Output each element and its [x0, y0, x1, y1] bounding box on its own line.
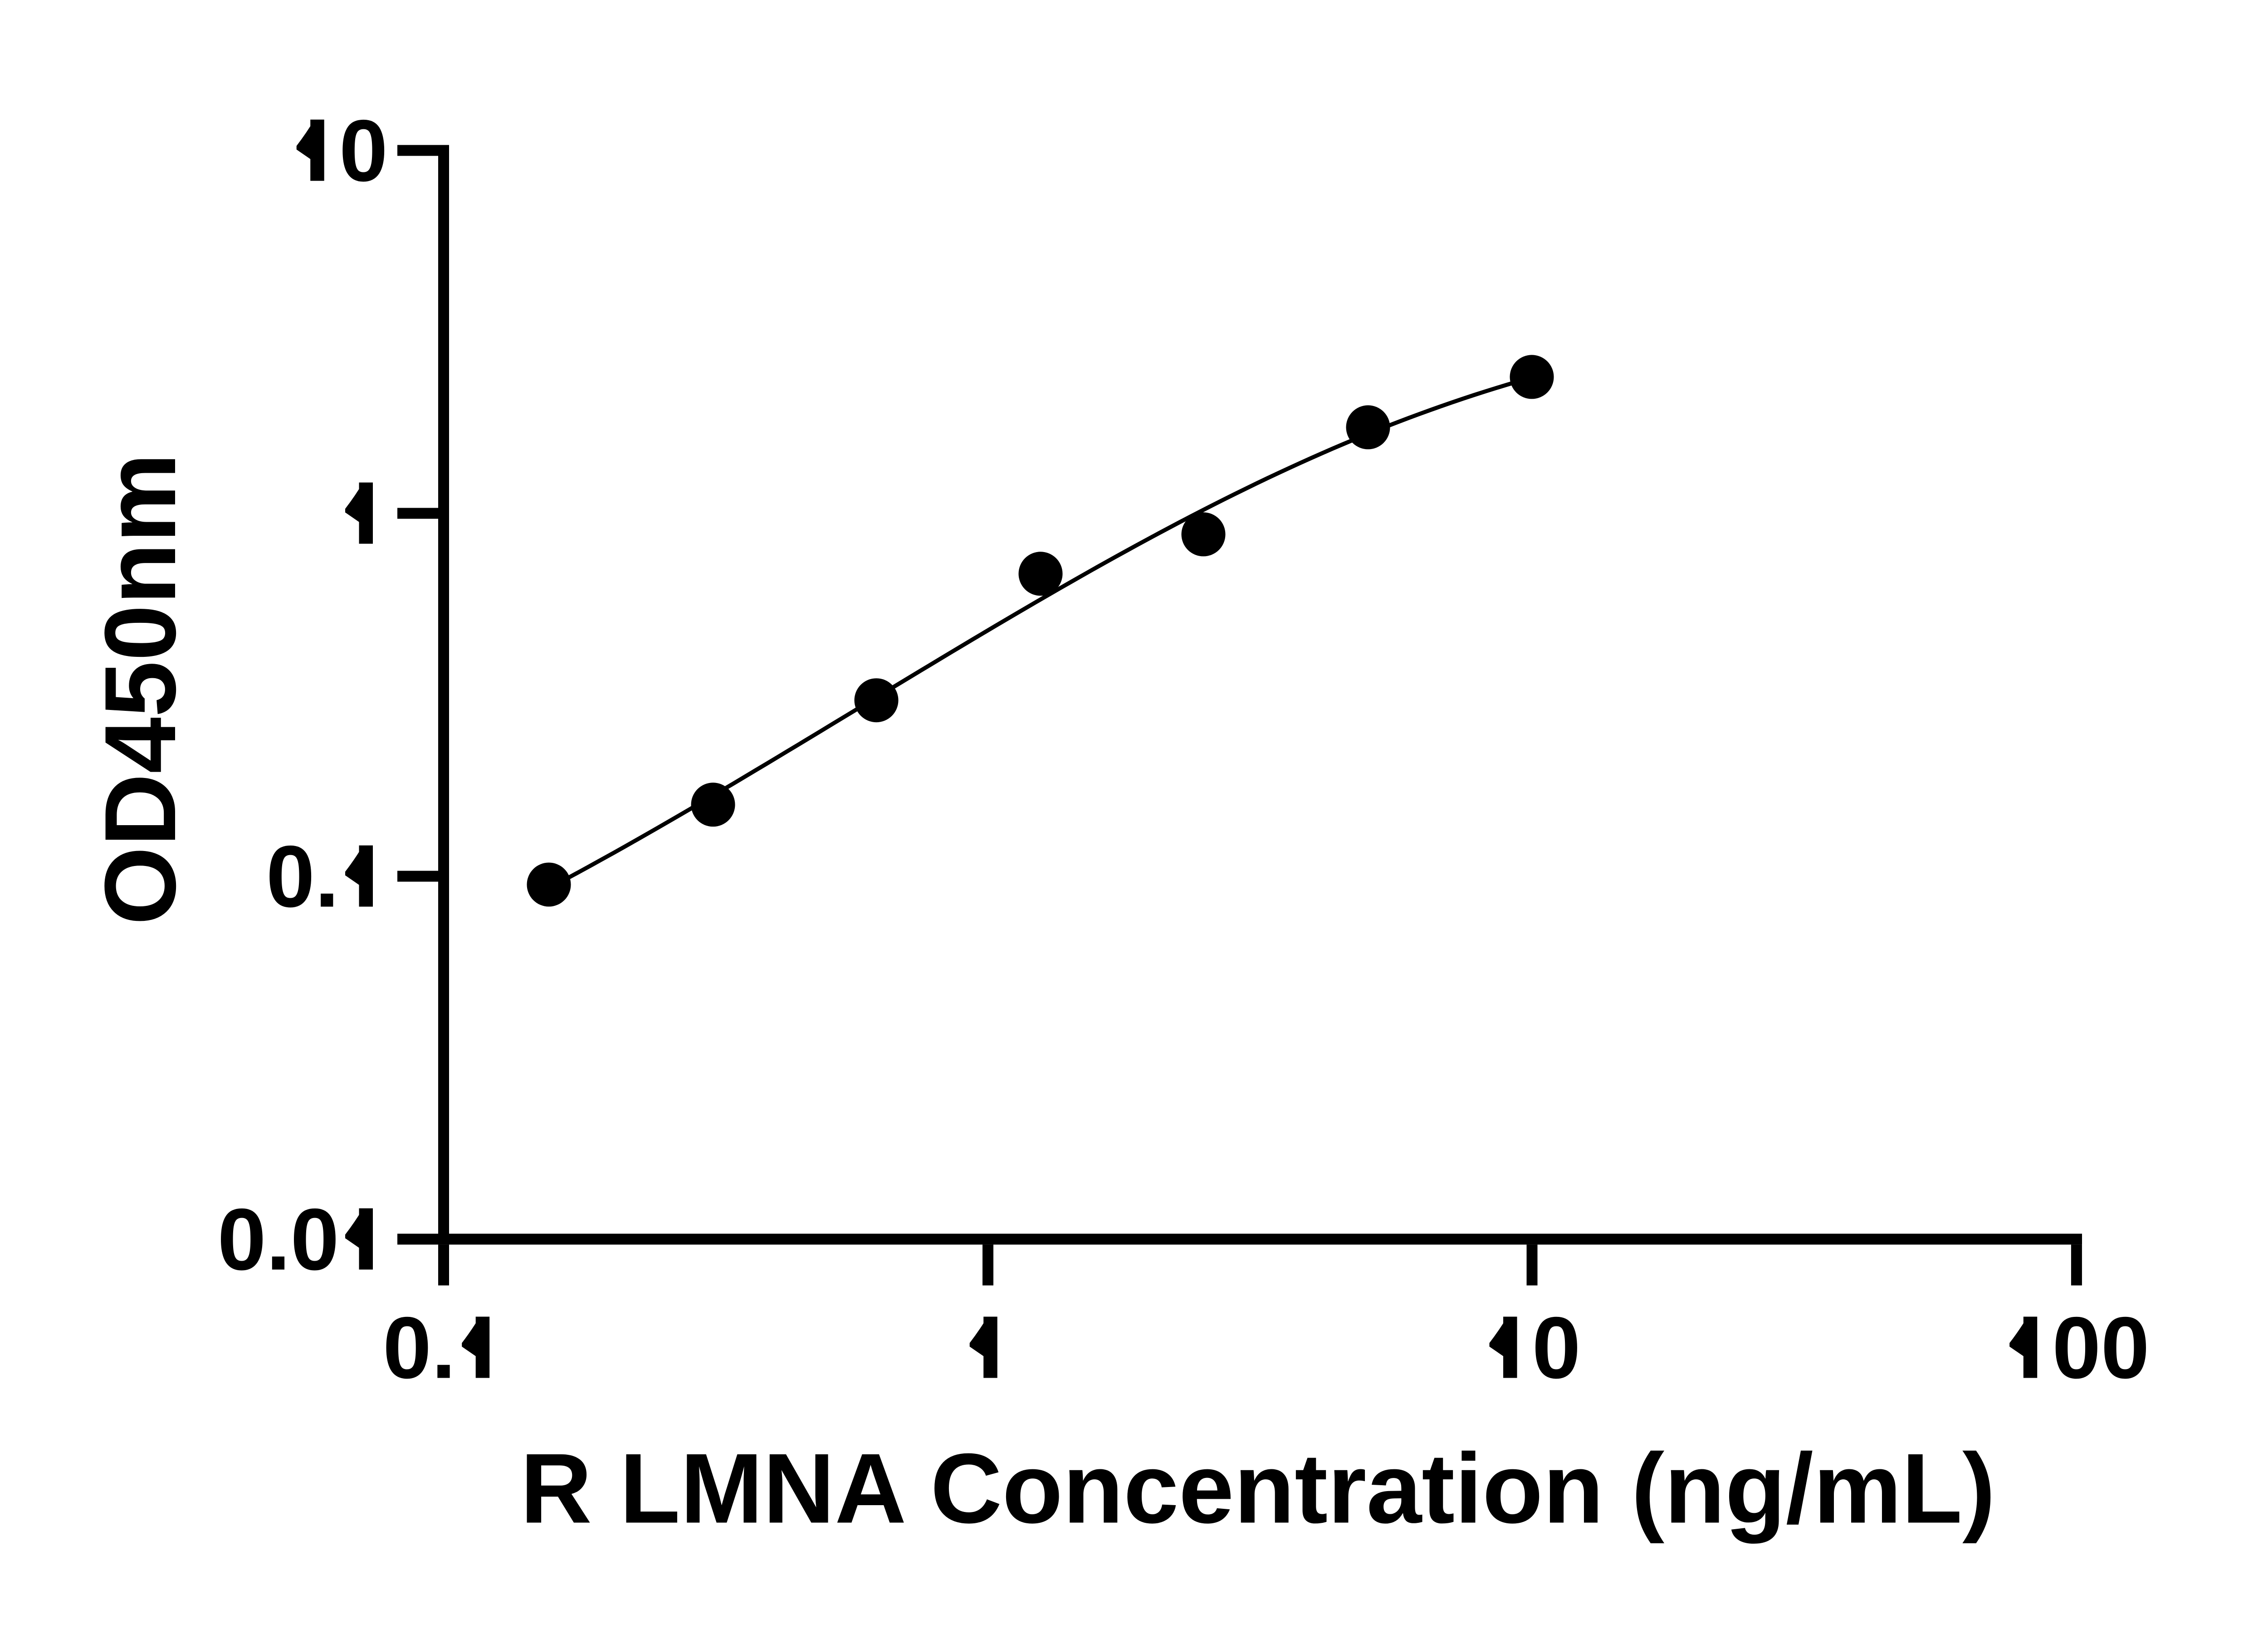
svg-text:OD450nm: OD450nm [84, 453, 197, 925]
svg-text:0.: 0. [383, 1299, 456, 1397]
svg-text:0.0: 0.0 [217, 1190, 339, 1288]
svg-text:0: 0 [1532, 1299, 1581, 1397]
svg-text:0.: 0. [266, 827, 339, 925]
svg-text:0: 0 [339, 102, 388, 200]
svg-text:00: 00 [2052, 1299, 2150, 1397]
svg-text:R LMNA Concentration (ng/mL): R LMNA Concentration (ng/mL) [520, 1433, 1995, 1544]
